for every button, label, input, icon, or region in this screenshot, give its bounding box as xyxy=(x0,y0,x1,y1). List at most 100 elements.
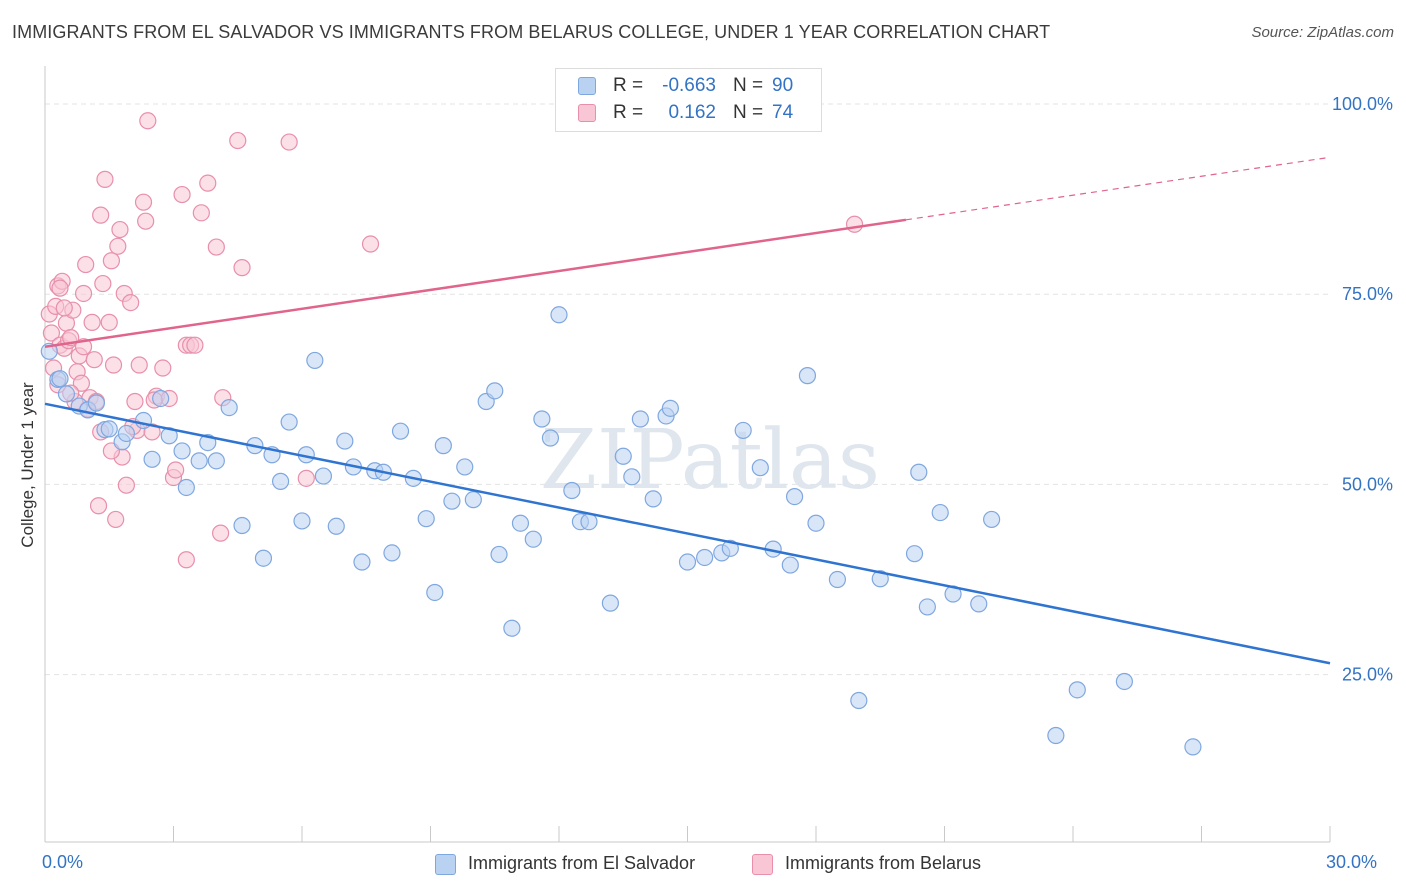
data-point-el-salvador xyxy=(336,432,354,450)
data-point-el-salvador xyxy=(798,367,817,385)
data-point-el-salvador xyxy=(254,549,273,567)
axes xyxy=(44,66,1331,843)
data-point-el-salvador xyxy=(734,421,752,440)
data-point-el-salvador xyxy=(293,512,311,530)
data-point-el-salvador xyxy=(614,447,632,465)
data-point-belarus xyxy=(207,238,225,256)
data-point-el-salvador xyxy=(503,619,521,637)
chart-title: IMMIGRANTS FROM EL SALVADOR VS IMMIGRANT… xyxy=(12,22,1051,42)
data-point-belarus xyxy=(177,551,195,569)
data-point-belarus xyxy=(74,284,93,303)
data-point-belarus xyxy=(154,359,172,377)
data-point-belarus xyxy=(126,392,144,411)
data-point-belarus xyxy=(134,193,153,211)
n-label: N = xyxy=(733,75,764,96)
data-point-belarus xyxy=(280,133,298,151)
data-point-belarus xyxy=(186,336,204,354)
y-tick-label: 100.0% xyxy=(1332,94,1393,114)
data-point-el-salvador xyxy=(644,490,662,508)
data-point-belarus xyxy=(212,524,230,542)
data-point-belarus xyxy=(143,423,161,441)
data-point-belarus xyxy=(130,356,148,374)
data-point-el-salvador xyxy=(443,492,461,510)
data-point-el-salvador xyxy=(533,410,551,428)
data-point-belarus xyxy=(233,259,251,277)
trend-lines xyxy=(44,156,1331,665)
r-label: R = xyxy=(613,102,644,123)
data-point-el-salvador xyxy=(785,488,804,506)
data-point-el-salvador xyxy=(306,351,324,370)
chart-source: Source: ZipAtlas.com xyxy=(1251,24,1394,41)
n-value: 74 xyxy=(772,102,794,123)
data-point-el-salvador xyxy=(152,389,170,408)
data-point-el-salvador xyxy=(623,468,641,486)
data-point-el-salvador xyxy=(983,510,1001,529)
data-point-el-salvador xyxy=(1184,738,1202,756)
data-point-belarus xyxy=(117,476,135,494)
data-point-el-salvador xyxy=(486,382,504,400)
data-point-el-salvador xyxy=(314,467,333,485)
data-point-el-salvador xyxy=(696,548,714,567)
data-point-belarus xyxy=(173,185,191,204)
data-point-belarus xyxy=(102,252,120,270)
data-point-el-salvador xyxy=(910,463,928,481)
data-point-el-salvador xyxy=(87,394,106,412)
data-point-el-salvador xyxy=(918,598,936,616)
data-point-belarus xyxy=(297,469,315,487)
series-belarus-points xyxy=(40,112,864,569)
data-point-el-salvador xyxy=(280,413,298,431)
data-point-el-salvador xyxy=(391,422,410,440)
data-point-belarus xyxy=(167,461,185,479)
data-point-belarus xyxy=(94,274,112,293)
data-point-el-salvador xyxy=(661,399,679,417)
x-tick-label-min: 0.0% xyxy=(42,852,84,872)
grid-lines xyxy=(45,103,1330,676)
data-point-el-salvador xyxy=(541,429,560,447)
legend-label-belarus: Immigrants from Belarus xyxy=(785,853,982,873)
data-point-el-salvador xyxy=(580,513,598,531)
stats-row-belarus: R = 0.162 N = 74 xyxy=(556,100,821,128)
data-point-el-salvador xyxy=(871,570,889,588)
data-point-el-salvador xyxy=(601,594,620,612)
data-point-el-salvador xyxy=(220,398,238,417)
data-point-el-salvador xyxy=(207,452,225,470)
data-point-belarus xyxy=(109,237,127,255)
data-point-el-salvador xyxy=(190,452,208,470)
legend: Immigrants from El Salvador Immigrants f… xyxy=(0,852,1406,878)
belarus-swatch xyxy=(578,104,596,122)
data-point-el-salvador xyxy=(1115,672,1134,691)
y-tick-labels: 25.0% 50.0% 75.0% 100.0% xyxy=(1332,94,1393,685)
data-point-el-salvador xyxy=(1068,681,1086,699)
trend-line-belarus-extension xyxy=(905,156,1331,221)
data-point-el-salvador xyxy=(117,424,135,443)
trend-line-belarus xyxy=(44,218,907,348)
data-point-el-salvador xyxy=(143,450,161,468)
data-point-el-salvador xyxy=(828,570,847,589)
data-point-belarus xyxy=(55,299,73,317)
data-point-el-salvador xyxy=(970,595,988,613)
data-point-belarus xyxy=(92,206,110,224)
data-point-el-salvador xyxy=(464,491,482,509)
data-point-el-salvador xyxy=(271,472,290,490)
data-point-belarus xyxy=(96,170,114,188)
el-salvador-swatch xyxy=(578,77,596,95)
data-point-el-salvador xyxy=(134,411,153,430)
data-point-el-salvador xyxy=(931,503,949,522)
data-point-el-salvador xyxy=(426,583,444,602)
r-value: 0.162 xyxy=(668,102,716,123)
data-point-el-salvador xyxy=(511,514,530,532)
data-point-el-salvador xyxy=(850,691,868,710)
data-point-el-salvador xyxy=(434,437,452,455)
data-point-el-salvador xyxy=(524,530,542,548)
data-point-belarus xyxy=(42,324,61,342)
data-point-belarus xyxy=(139,112,157,130)
data-point-belarus xyxy=(192,204,210,222)
data-point-belarus xyxy=(104,356,123,374)
data-point-el-salvador xyxy=(327,517,345,535)
trend-line-el-salvador xyxy=(44,402,1331,665)
data-point-belarus xyxy=(137,212,155,230)
data-point-el-salvador xyxy=(417,510,435,528)
data-point-belarus xyxy=(77,255,95,274)
data-point-el-salvador xyxy=(905,545,924,563)
